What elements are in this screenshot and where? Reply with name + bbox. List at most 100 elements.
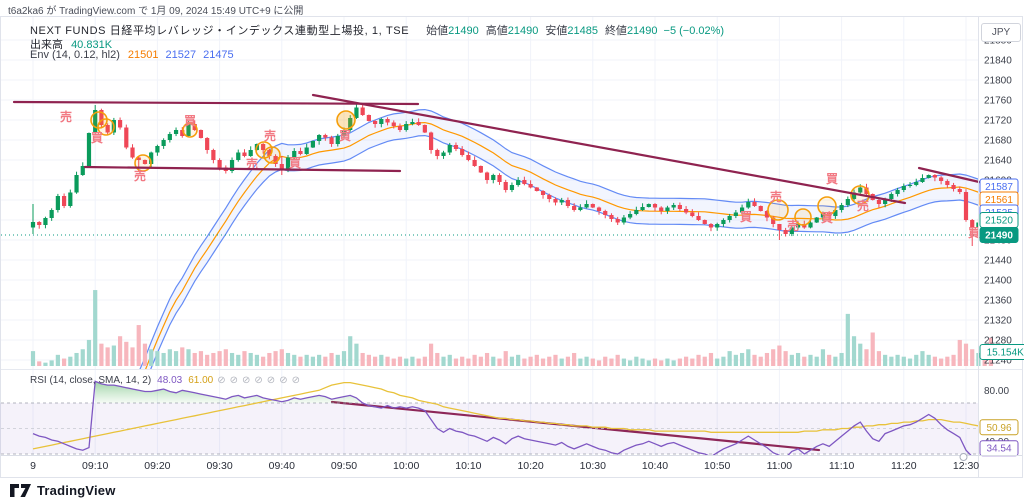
- time-tick-label: 09:20: [144, 460, 170, 472]
- rsi-badge: 50.96: [986, 423, 1011, 434]
- trend-line: [83, 165, 402, 173]
- time-tick-label: 11:10: [829, 460, 855, 472]
- entry-circle-marker: [794, 208, 812, 226]
- time-tick-label: 12:30: [953, 460, 979, 472]
- rsi-toggle-icon[interactable]: ⊘: [254, 375, 263, 386]
- price-tick-label: 21320: [984, 316, 1012, 327]
- low-label: 安値: [545, 25, 568, 37]
- time-tick-label: 11:20: [891, 460, 917, 472]
- buy-marker-label: 買: [821, 211, 833, 225]
- entry-circle-marker: [336, 110, 356, 130]
- close-value: 21490: [626, 25, 658, 37]
- open-value: 21490: [448, 25, 479, 37]
- buy-marker-label: 買: [91, 131, 103, 145]
- rsi-line: [32, 380, 972, 455]
- volume-value: 40.831K: [71, 39, 113, 51]
- price-badge-bg: [979, 227, 1019, 243]
- buy-marker-label: 買: [184, 114, 196, 128]
- sell-marker-label: 売: [246, 156, 258, 171]
- price-badge: 21587: [985, 182, 1013, 193]
- env-lower-line: [150, 134, 978, 369]
- buy-marker-label: 買: [968, 226, 980, 240]
- close-label: 終値: [604, 25, 627, 37]
- env-upper-value: 21527: [165, 49, 197, 61]
- time-axis[interactable]: 9 09:10 09:20 09:30 09:40 09:50 10:00 10:10 10:2…: [1, 453, 1022, 473]
- price-badge: 21520: [985, 216, 1013, 227]
- rsi-label: RSI (14, close, SMA, 14, 2): [30, 375, 152, 386]
- entry-circle-marker: [817, 196, 837, 216]
- rsi-sma-line: [32, 381, 978, 450]
- buy-marker-label: 買: [826, 172, 838, 186]
- env-lower-value: 21475: [203, 49, 234, 61]
- buy-marker-label: 買: [339, 129, 351, 143]
- time-tick-label: 10:30: [580, 460, 606, 472]
- trend-line: [12, 100, 420, 106]
- tradingview-logo[interactable]: TradingView: [10, 483, 116, 498]
- rsi-value: 48.03: [157, 375, 183, 386]
- time-tick-label: 11:00: [767, 460, 793, 472]
- time-tick-label: 10:20: [517, 460, 543, 472]
- time-tick-label: 09:40: [269, 460, 295, 472]
- published-byline: t6a2ka6 が TradingView.com で 1月 09, 2024 …: [8, 6, 304, 17]
- time-tick-label: 10:50: [704, 460, 730, 472]
- buy-marker-label: 買: [740, 210, 752, 224]
- price-axis[interactable]: 2124021280213202136021400214402148021520…: [978, 17, 1024, 477]
- rsi-toggle-icon[interactable]: ⊘: [279, 375, 288, 386]
- env-legend[interactable]: Env (14, 0.12, hl2) 21501 21527 21475: [30, 49, 234, 61]
- time-tick-label: 10:00: [393, 460, 419, 472]
- time-tick-label: 10:40: [642, 460, 668, 472]
- price-badge: 21490: [985, 231, 1013, 242]
- entry-circle-marker: [263, 146, 281, 164]
- env-basis-line: [145, 121, 978, 369]
- volume-bars: [30, 290, 993, 366]
- time-tick-label: 10:10: [455, 460, 481, 472]
- rsi-toggle-icon[interactable]: ⊘: [291, 375, 300, 386]
- sell-marker-label: 売: [264, 128, 276, 143]
- change-value: −5 (−0.02%): [663, 25, 725, 37]
- entry-circle-marker: [182, 122, 198, 138]
- rsi-toggle-icon[interactable]: ⊘: [217, 375, 226, 386]
- price-tick-label: 21280: [984, 336, 1012, 347]
- low-value: 21485: [567, 25, 598, 37]
- tradingview-brand-text: TradingView: [37, 483, 116, 498]
- symbol-title: NEXT FUNDS 日経平均レバレッジ・インデックス連動型上場投, 1, TS…: [30, 25, 410, 37]
- price-tick-label: 21840: [984, 56, 1012, 67]
- sell-marker-label: 売: [60, 109, 72, 124]
- entry-circle-marker: [90, 111, 108, 129]
- rsi-pane[interactable]: [0, 380, 991, 458]
- time-tick-label: 09:30: [206, 460, 232, 472]
- rsi-toggle-icon[interactable]: ⊘: [242, 375, 251, 386]
- high-value: 21490: [507, 25, 539, 37]
- rsi-legend[interactable]: RSI (14, close, SMA, 14, 2) 48.03 61.00 ⊘ ⊘ ⊘…: [30, 375, 300, 386]
- rsi-ma-value: 61.00: [188, 375, 214, 386]
- env-upper-line: [139, 108, 978, 369]
- rsi-toggle-icon[interactable]: ⊘: [229, 375, 239, 386]
- grid: [1, 17, 978, 455]
- buy-marker-label: 買: [289, 156, 301, 170]
- rsi-toggle-icon[interactable]: ⊘: [266, 375, 276, 386]
- symbol-legend[interactable]: NEXT FUNDS 日経平均レバレッジ・インデックス連動型上場投, 1, TS…: [30, 22, 724, 38]
- candles: [30, 102, 978, 246]
- open-label: 始値: [426, 25, 449, 37]
- env-label: Env (14, 0.12, hl2): [30, 49, 120, 61]
- entry-circle-marker: [767, 199, 789, 221]
- volume-badge-bg: [979, 344, 1024, 360]
- trend-line: [311, 93, 907, 205]
- price-badge: 21561: [985, 195, 1013, 206]
- volume-legend[interactable]: 出来高 40.831K: [30, 36, 112, 52]
- price-tick-label: 21640: [984, 156, 1012, 167]
- rsi-overbought-fill: [95, 381, 363, 403]
- session-break-icon: [959, 453, 968, 461]
- price-tick-label: 21400: [984, 276, 1012, 287]
- rsi-badge: 34.54: [986, 444, 1011, 455]
- sell-marker-label: 売: [770, 189, 782, 204]
- price-pane[interactable]: [1, 108, 991, 501]
- price-tick-label: 21800: [984, 76, 1012, 87]
- time-tick-label: 09:50: [331, 460, 357, 472]
- rsi-tick-label: 80.00: [984, 386, 1009, 397]
- currency-toggle-button[interactable]: JPY: [981, 23, 1021, 42]
- price-tick-label: 21680: [984, 136, 1012, 147]
- price-tick-label: 21440: [984, 256, 1012, 267]
